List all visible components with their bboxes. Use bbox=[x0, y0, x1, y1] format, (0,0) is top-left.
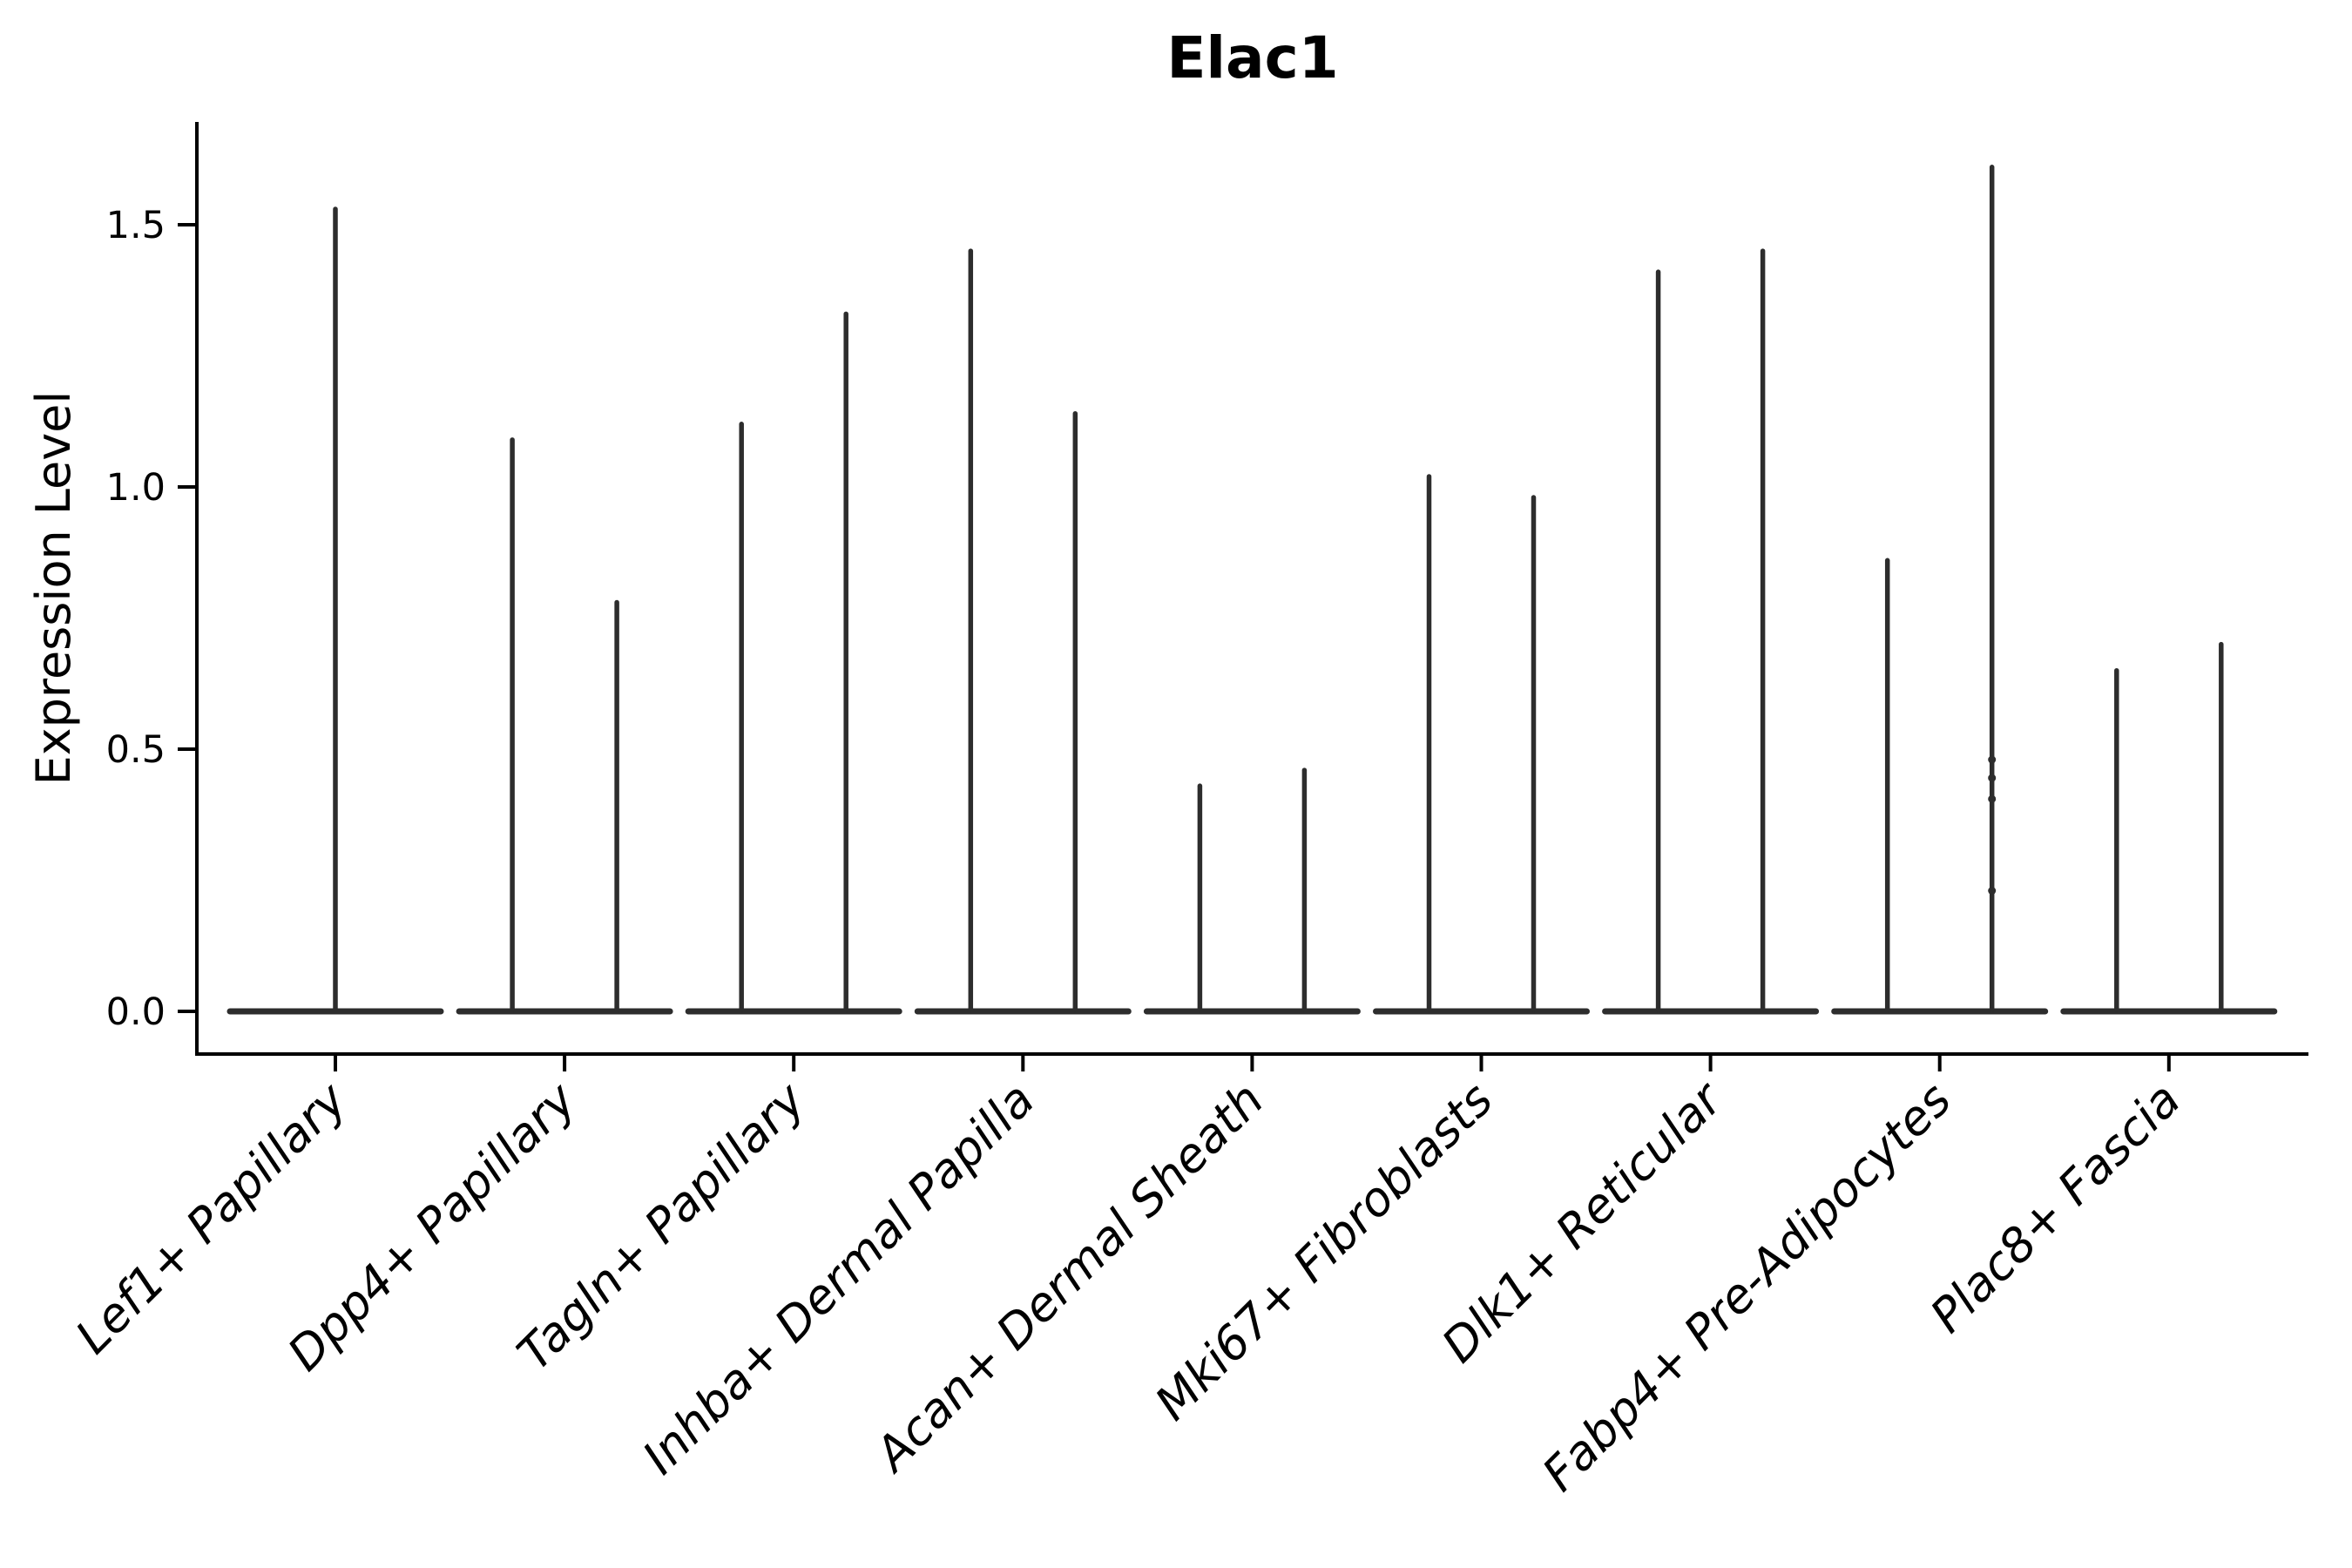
y-tick-label: 0.0 bbox=[106, 990, 166, 1034]
y-tick-label: 1.0 bbox=[106, 466, 166, 510]
x-tick-label: Fabp4+ Pre-Adipocytes bbox=[1532, 1072, 1962, 1502]
expression-point bbox=[1988, 755, 1997, 764]
expression-point bbox=[1988, 887, 1997, 896]
x-tick-label: Plac8+ Fascia bbox=[1920, 1072, 2191, 1343]
expression-point bbox=[1988, 794, 1997, 803]
x-tick-label: Acan+ Dermal Sheath bbox=[863, 1072, 1274, 1484]
y-tick-label: 0.5 bbox=[106, 728, 166, 772]
expression-point bbox=[1988, 774, 1997, 782]
chart-title: Elac1 bbox=[1166, 24, 1339, 91]
y-tick-label: 1.5 bbox=[106, 204, 166, 247]
x-tick-label: Inhba+ Dermal Papilla bbox=[632, 1072, 1045, 1485]
